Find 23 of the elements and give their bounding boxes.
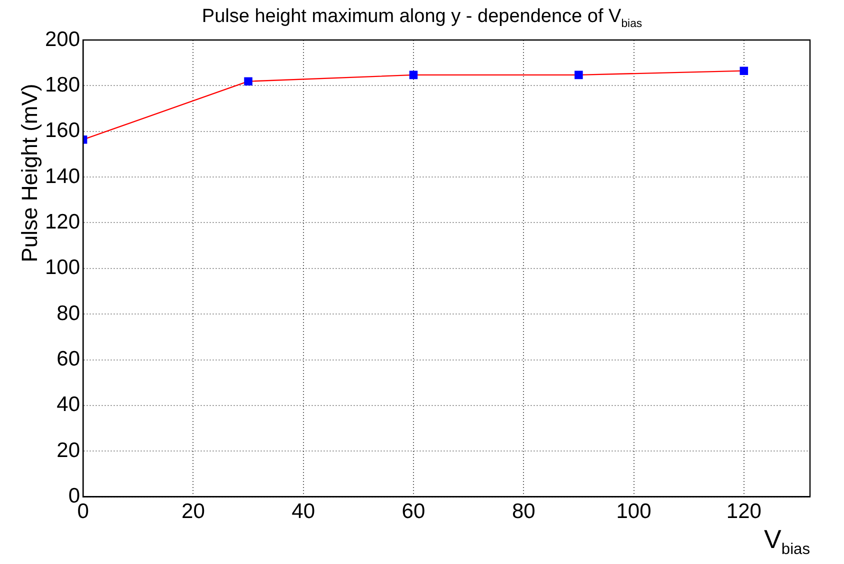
y-tick-label: 40 [56,393,80,416]
y-tick-label: 20 [56,438,80,462]
chart-title: Pulse height maximum along y - dependence of V$_{bias}$ [202,6,642,30]
y-tick-label: 100 [44,256,80,280]
point [574,70,583,80]
y-tick-label: 120 [44,210,80,234]
point [409,70,418,80]
y-tick-label: 160 [44,119,80,142]
y-tick-label: 200 [44,28,80,51]
x-tick-label: 20 [182,500,205,524]
point [740,66,748,75]
y-axis-title: Pulse Height (mV) [17,82,43,264]
x-tick-label: 100 [616,500,652,524]
y-tick-label: 180 [44,73,80,96]
x-tick-label: 120 [726,500,762,524]
y-tick-label: 140 [44,164,80,188]
x-tick-label: 80 [512,500,536,524]
x-axis-title: V$_{bias}$ [764,524,810,560]
y-tick-label: 80 [56,302,80,325]
y-tick-label: 60 [56,348,80,371]
x-tick-label: 40 [292,500,316,524]
x-tick-label: 60 [402,500,426,524]
point [244,77,252,86]
